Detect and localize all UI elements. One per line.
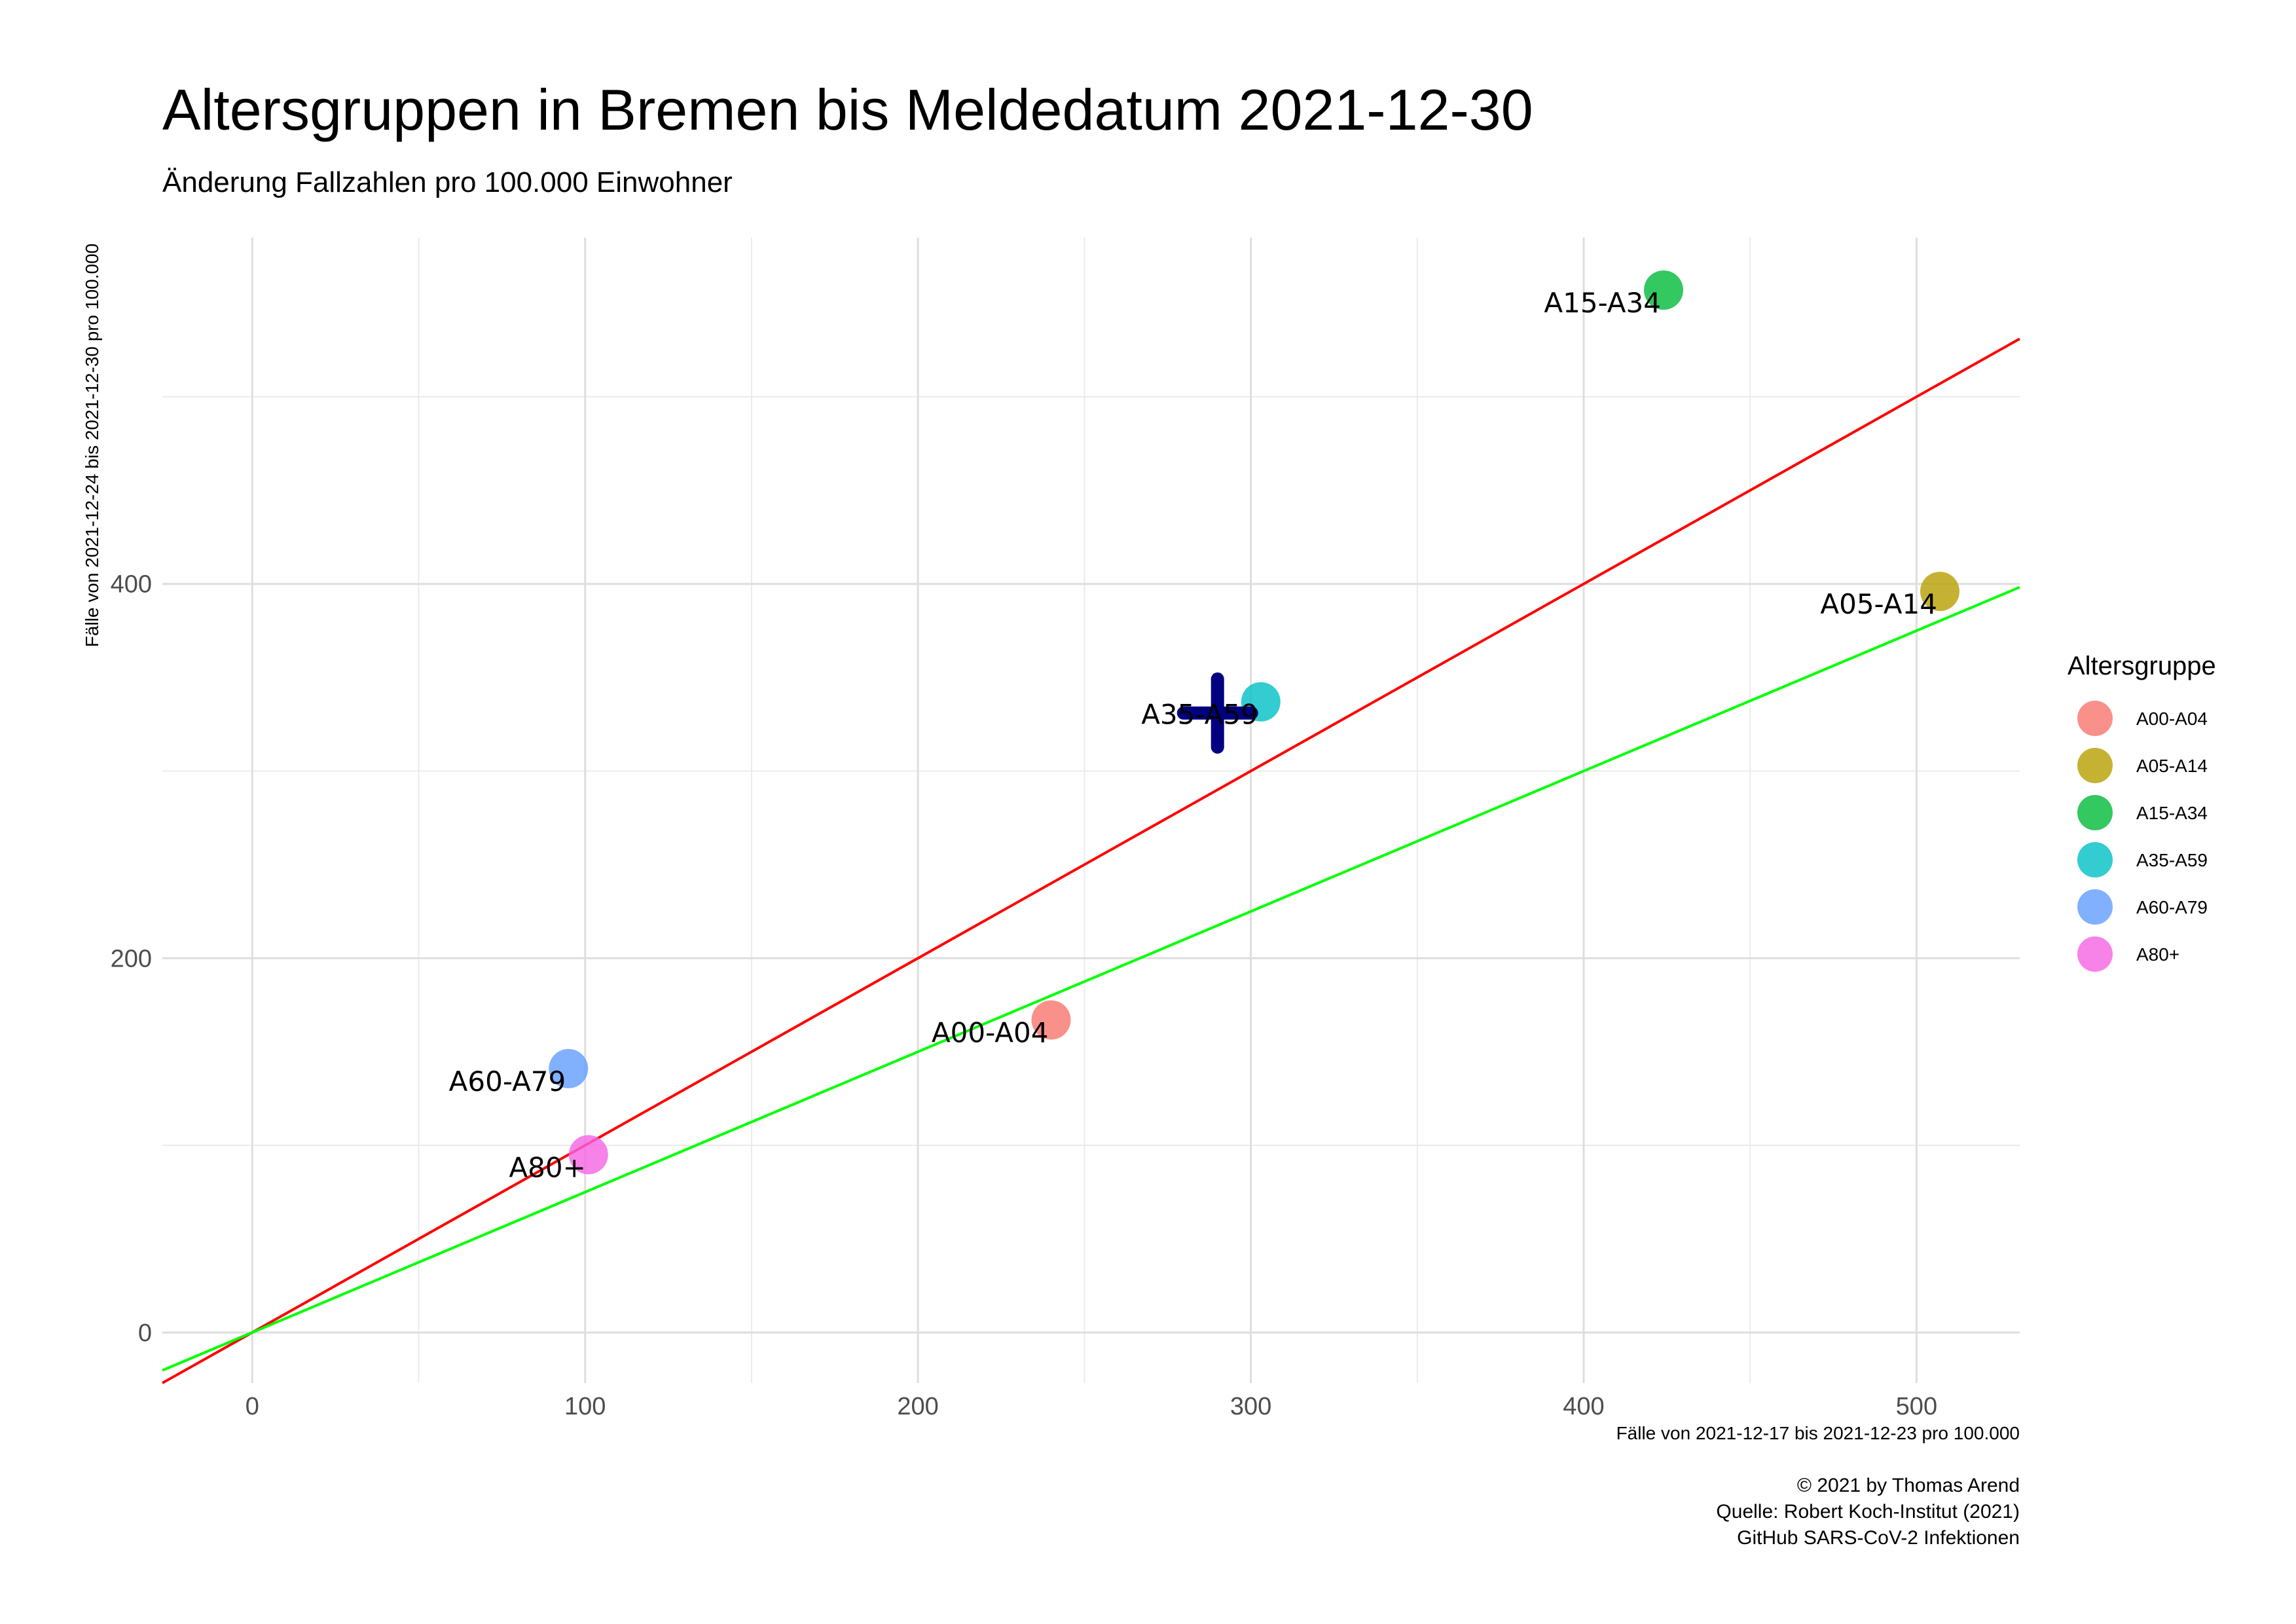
mean-marker (1176, 672, 1258, 754)
legend-key (2077, 842, 2113, 877)
legend-title: Altersgruppe (2068, 652, 2216, 680)
data-point (549, 1048, 589, 1088)
grid (162, 238, 2020, 1383)
x-tick-label: 0 (246, 1393, 259, 1420)
reference-line (162, 585, 2020, 1372)
caption-copyright: © 2021 by Thomas Arend (1797, 1475, 2020, 1496)
legend-label: A05-A14 (2136, 756, 2208, 776)
axis-ticks: 0 100 200 300 400 500 0 200 400 (111, 571, 1937, 1420)
data-point (568, 1135, 608, 1175)
x-tick-label: 200 (897, 1393, 938, 1420)
y-tick-label: 400 (111, 571, 152, 599)
legend-label: A15-A34 (2136, 803, 2208, 823)
x-axis-label: Fälle von 2021-12-17 bis 2021-12-23 pro … (1616, 1423, 2020, 1443)
point-label: A80+ (509, 1151, 585, 1183)
point-label: A60-A79 (449, 1065, 566, 1098)
point-labels: A00-A04 A05-A14 A15-A34 A35-A59 A60-A79 A80+ (449, 287, 1937, 1183)
legend-key (2077, 748, 2113, 783)
point-label: A00-A04 (932, 1017, 1049, 1049)
x-tick-label: 100 (564, 1393, 606, 1420)
legend-key (2077, 701, 2113, 736)
point-label: A35-A59 (1141, 699, 1258, 731)
reference-lines (162, 337, 2020, 1384)
caption-source: Quelle: Robert Koch-Institut (2021) (1716, 1501, 2020, 1522)
legend-label: A60-A79 (2136, 897, 2208, 917)
legend-label: A80+ (2136, 944, 2179, 965)
x-tick-label: 300 (1230, 1393, 1271, 1420)
data-point (1031, 1000, 1071, 1040)
x-tick-label: 500 (1896, 1393, 1937, 1420)
y-tick-label: 0 (138, 1320, 152, 1347)
y-axis-label: Fälle von 2021-12-24 bis 2021-12-30 pro … (82, 244, 102, 647)
x-tick-label: 400 (1563, 1393, 1604, 1420)
reference-line (162, 337, 2020, 1384)
legend-key (2077, 795, 2113, 830)
y-tick-label: 200 (111, 945, 152, 972)
data-point (1643, 270, 1683, 310)
point-label: A05-A14 (1820, 588, 1937, 620)
caption-github: GitHub SARS-CoV-2 Infektionen (1737, 1527, 2020, 1549)
data-point (1920, 572, 1959, 612)
legend-label: A35-A59 (2136, 850, 2208, 870)
point-label: A15-A34 (1544, 287, 1661, 319)
legend-key (2077, 889, 2113, 925)
legend-label: A00-A04 (2136, 709, 2208, 729)
legend: A00-A04 A05-A14 A15-A34 A35-A59 A60-A79 A80+ (2077, 701, 2208, 972)
chart-subtitle: Änderung Fallzahlen pro 100.000 Einwohne… (162, 166, 733, 198)
legend-key (2077, 936, 2113, 972)
chart-title: Altersgruppen in Bremen bis Meldedatum 2… (162, 77, 1533, 142)
